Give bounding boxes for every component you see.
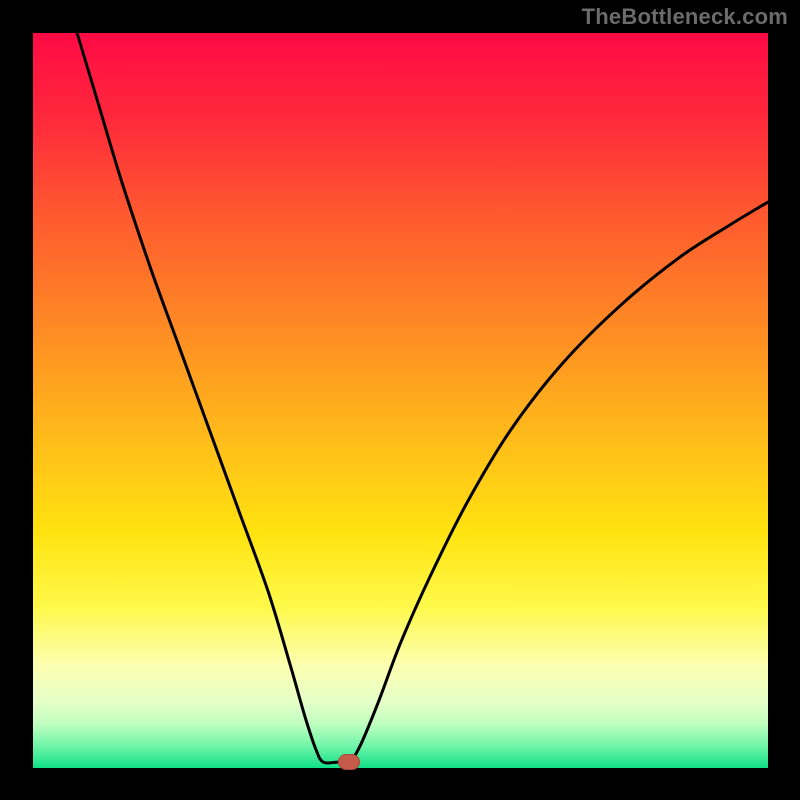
watermark-text: TheBottleneck.com	[582, 4, 788, 30]
optimum-marker	[338, 754, 360, 770]
curve-svg	[33, 33, 768, 768]
chart-container: TheBottleneck.com	[0, 0, 800, 800]
plot-background	[33, 33, 768, 768]
plot-area	[33, 33, 768, 768]
